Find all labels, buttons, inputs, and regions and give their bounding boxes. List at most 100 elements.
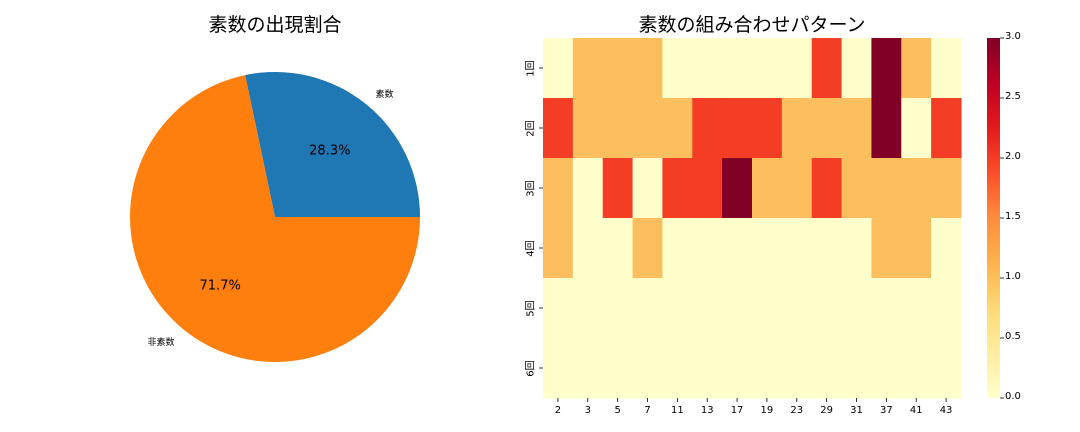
heatmap-cell — [752, 158, 783, 219]
heatmap-x-tick-label: 13 — [700, 405, 714, 416]
heatmap-cell — [602, 218, 634, 279]
heatmap-cell — [811, 218, 843, 279]
heatmap-cell — [901, 38, 932, 99]
heatmap-cell — [901, 158, 932, 219]
heatmap-cell — [572, 278, 604, 339]
heatmap-cell — [602, 158, 634, 219]
pie-category-label: 素数 — [376, 88, 394, 100]
heatmap-cell — [602, 278, 634, 339]
heatmap-cell — [781, 38, 813, 99]
heatmap-cell — [632, 38, 664, 99]
heatmap — [539, 38, 962, 402]
heatmap-x-tick-label: 17 — [730, 405, 744, 416]
heatmap-cell — [811, 38, 843, 99]
heatmap-y-tick-label: 4回 — [525, 240, 537, 257]
heatmap-cell — [722, 38, 753, 99]
heatmap-cell — [871, 278, 902, 339]
heatmap-y-tick-label: 3回 — [525, 180, 537, 197]
heatmap-cell — [931, 158, 962, 219]
colorbar — [987, 37, 1004, 399]
heatmap-cell — [752, 278, 783, 339]
heatmap-cell — [572, 98, 604, 159]
colorbar-tick-label: 0.5 — [1005, 331, 1021, 342]
heatmap-y-tick-label: 6回 — [525, 360, 537, 377]
heatmap-cell — [781, 98, 813, 159]
heatmap-x-tick-label: 41 — [909, 405, 923, 416]
heatmap-x-tick-label: 2 — [554, 405, 562, 416]
heatmap-cell — [692, 158, 723, 219]
heatmap-title: 素数の組み合わせパターン — [638, 14, 866, 36]
heatmap-cell — [662, 98, 693, 159]
heatmap-y-tick-label: 2回 — [525, 120, 537, 137]
heatmap-cell — [543, 98, 574, 159]
colorbar-tick-label: 3.0 — [1005, 31, 1021, 42]
heatmap-cell — [722, 98, 753, 159]
heatmap-cell — [543, 38, 574, 99]
heatmap-x-tick-label: 7 — [644, 405, 651, 416]
pie-category-label: 非素数 — [147, 336, 174, 348]
heatmap-cell — [781, 158, 813, 219]
heatmap-cell — [841, 338, 873, 399]
heatmap-cell — [662, 338, 693, 399]
pie-pct-label: 28.3% — [309, 143, 350, 158]
heatmap-cell — [543, 278, 574, 339]
heatmap-cell — [602, 338, 634, 399]
heatmap-cell — [752, 218, 783, 279]
heatmap-x-tick-label: 37 — [879, 405, 893, 416]
heatmap-x-tick-label: 31 — [850, 405, 863, 416]
heatmap-cell — [901, 278, 932, 339]
heatmap-cell — [602, 98, 634, 159]
heatmap-cell — [632, 338, 664, 399]
heatmap-cell — [543, 218, 574, 279]
heatmap-cell — [692, 338, 723, 399]
heatmap-x-tick-label: 3 — [584, 405, 591, 416]
heatmap-cell — [662, 38, 693, 99]
heatmap-cell — [662, 218, 693, 279]
heatmap-cell — [572, 38, 604, 99]
heatmap-cell — [871, 98, 902, 159]
heatmap-cell — [931, 278, 962, 339]
heatmap-cell — [781, 278, 813, 339]
heatmap-cell — [841, 98, 873, 159]
heatmap-cell — [543, 158, 574, 219]
heatmap-cell — [901, 98, 932, 159]
pie-chart: 28.3% 素数 71.7% 非素数 — [129, 72, 420, 362]
heatmap-cell — [871, 38, 902, 99]
heatmap-x-tick-label: 11 — [670, 405, 684, 416]
heatmap-cell — [572, 158, 604, 219]
heatmap-cell — [602, 38, 634, 99]
heatmap-cell — [632, 218, 664, 279]
heatmap-cell — [692, 98, 723, 159]
heatmap-x-tick-label: 19 — [760, 405, 774, 416]
heatmap-cell — [781, 218, 813, 279]
heatmap-cell — [931, 218, 962, 279]
colorbar-tick-label: 0.0 — [1005, 391, 1021, 402]
heatmap-x-tick-label: 29 — [820, 405, 833, 416]
heatmap-y-tick-label: 1回 — [525, 60, 537, 77]
heatmap-cell — [841, 218, 873, 279]
heatmap-y-tick-label: 5回 — [525, 300, 537, 317]
pie-chart-title: 素数の出現割合 — [208, 14, 342, 36]
colorbar-tick-label: 2.5 — [1005, 91, 1021, 102]
colorbar-tick-label: 1.0 — [1005, 271, 1021, 282]
heatmap-cell — [931, 338, 962, 399]
heatmap-cell — [841, 158, 873, 219]
heatmap-x-tick-label: 5 — [614, 405, 621, 416]
heatmap-cell — [722, 158, 753, 219]
heatmap-cell — [811, 98, 843, 159]
heatmap-cell — [572, 338, 604, 399]
heatmap-cell — [901, 218, 932, 279]
pie-pct-label: 71.7% — [200, 279, 241, 294]
heatmap-cell — [811, 338, 843, 399]
heatmap-cell — [722, 218, 753, 279]
pie-slice-prime — [245, 72, 420, 218]
heatmap-cell — [722, 278, 753, 339]
colorbar-tick-label: 2.0 — [1005, 151, 1021, 162]
heatmap-cell — [692, 38, 723, 99]
heatmap-cell — [871, 338, 902, 399]
heatmap-cell — [781, 338, 813, 399]
colorbar-tick-label: 1.5 — [1005, 211, 1021, 222]
heatmap-cell — [931, 38, 962, 99]
heatmap-cell — [662, 158, 693, 219]
heatmap-cell — [871, 158, 902, 219]
